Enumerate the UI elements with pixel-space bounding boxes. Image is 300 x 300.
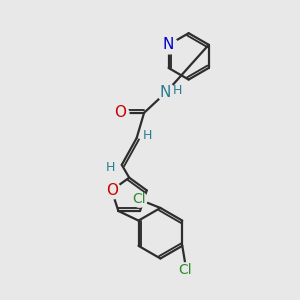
Text: O: O bbox=[114, 105, 126, 120]
Text: H: H bbox=[173, 84, 182, 97]
Text: O: O bbox=[106, 183, 118, 198]
Text: N: N bbox=[159, 85, 170, 100]
Text: H: H bbox=[143, 129, 153, 142]
Text: Cl: Cl bbox=[178, 263, 192, 277]
Text: Cl: Cl bbox=[132, 192, 146, 206]
Text: N: N bbox=[163, 37, 174, 52]
Text: H: H bbox=[106, 161, 115, 174]
